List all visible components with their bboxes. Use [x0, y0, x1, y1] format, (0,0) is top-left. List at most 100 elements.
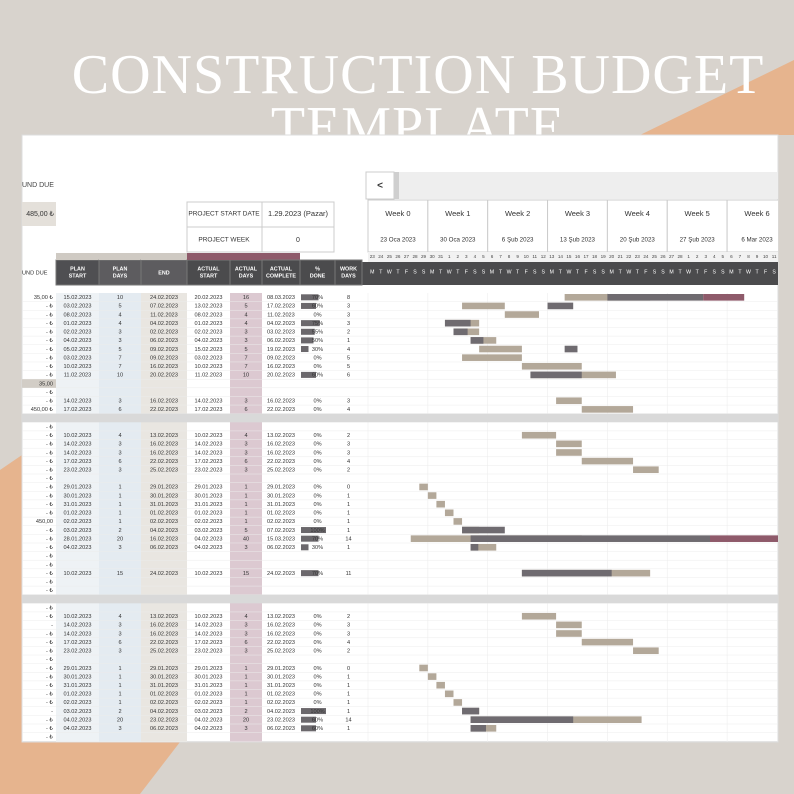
weekday: S	[601, 269, 605, 275]
column-bg	[56, 293, 99, 742]
cell-text: 04.02.2023	[195, 545, 223, 551]
plan-bar	[436, 500, 445, 508]
day-number: 3	[465, 254, 468, 259]
header-accent	[99, 253, 141, 260]
cell-text: 09.02.2023	[267, 355, 295, 361]
weekday: M	[430, 269, 434, 275]
day-number: 23	[635, 254, 641, 259]
week-date: 27 Şub 2023	[680, 237, 716, 244]
cell-text: 6	[118, 640, 121, 646]
weekday: W	[626, 269, 631, 275]
week-value[interactable]: 0	[296, 237, 300, 244]
plan-bar	[633, 466, 659, 474]
cell-text: 14.02.2023	[195, 623, 223, 629]
start-value[interactable]: 1.29.2023 (Pazar)	[268, 209, 329, 218]
pct-bar	[301, 371, 316, 378]
week-cell	[666, 199, 728, 253]
cell-text: 30.01.2023	[64, 674, 92, 680]
cell-text: 5	[118, 347, 121, 353]
cell-text: 01.02.2023	[150, 511, 178, 517]
cell-text: 0%	[313, 493, 321, 499]
cell-text: - ₺	[46, 311, 53, 318]
cell-text: 16.02.2023	[150, 399, 178, 405]
day-number: 23	[370, 254, 376, 259]
cell-text: 14.02.2023	[64, 442, 92, 448]
cell-text: 3	[347, 304, 350, 310]
header-cell	[98, 259, 142, 286]
cell-text: - ₺	[46, 656, 53, 663]
cell-text: 0%	[313, 614, 321, 620]
day-number: 22	[626, 254, 632, 259]
scrollbar[interactable]	[394, 172, 778, 199]
cell-text: - ₺	[46, 372, 53, 379]
cell-text: 01.02.2023	[195, 321, 223, 327]
cell-text: 31.01.2023	[195, 502, 223, 508]
day-number: 2	[696, 254, 699, 259]
day-number: 1	[448, 254, 451, 259]
header-line: WORK	[340, 267, 357, 273]
cell-text: 4	[244, 312, 247, 318]
cell-text: 03.02.2023	[64, 304, 92, 310]
header-cell	[229, 259, 263, 286]
cell-text: 0%	[313, 511, 321, 517]
pct-bar	[301, 527, 326, 534]
cell-text: - ₺	[46, 423, 53, 430]
cell-text: 04.02.2023	[195, 726, 223, 732]
nav-label[interactable]: <	[377, 181, 383, 192]
cell-text: 02.02.2023	[267, 700, 295, 706]
cell-text: 1	[347, 683, 350, 689]
cell-text: 10	[117, 295, 123, 301]
header-line: COMPLETE	[266, 274, 296, 280]
cell-text: 14.02.2023	[64, 399, 92, 405]
cell-text: 1	[118, 674, 121, 680]
weekday: M	[610, 269, 614, 275]
weekday: F	[405, 269, 408, 275]
overrun-bar	[703, 294, 745, 301]
day-number: 14	[558, 254, 564, 259]
cell-text: 60%	[312, 717, 323, 723]
cell-text: 25.02.2023	[267, 649, 295, 655]
cell-text: 4	[118, 614, 121, 620]
cell-text: 20.02.2023	[195, 295, 223, 301]
scroll-thumb[interactable]	[394, 172, 399, 199]
cell-text: 4	[118, 433, 121, 439]
day-number: 10	[763, 254, 769, 259]
fund-box	[22, 202, 56, 226]
cell-text: 16.02.2023	[267, 631, 295, 637]
cell-text: 04.02.2023	[195, 717, 223, 723]
cell-text: 16.02.2023	[150, 364, 178, 370]
cell-text: 5	[347, 355, 350, 361]
pct-bar	[301, 328, 315, 335]
plan-bar	[521, 612, 557, 620]
cell-text: - ₺	[46, 673, 53, 680]
cell-text: - ₺	[46, 691, 53, 698]
cell-text: 60%	[312, 726, 323, 732]
cell-text: 0%	[313, 666, 321, 672]
cell-text: 22.02.2023	[267, 640, 295, 646]
cell-text: 0%	[313, 649, 321, 655]
pct-bar	[301, 302, 316, 309]
day-number: 29	[421, 254, 427, 259]
cell-text: 08.03.2023	[267, 295, 295, 301]
day-number: 12	[541, 254, 547, 259]
cell-text: 11.02.2023	[64, 373, 92, 379]
cell-text: 0%	[313, 399, 321, 405]
weekday: S	[772, 269, 776, 275]
cell-text: 6	[118, 459, 121, 465]
week-cell	[547, 199, 608, 253]
day-number: 13	[549, 254, 555, 259]
weekday: S	[482, 269, 486, 275]
cell-text: - ₺	[46, 354, 53, 361]
cell-text: - ₺	[46, 441, 53, 448]
cell-text: - ₺	[46, 475, 53, 482]
weekday: T	[396, 269, 400, 275]
column-header: PLAN DAYS	[113, 267, 128, 280]
cell-text: 16	[243, 295, 249, 301]
weekday: S	[653, 269, 657, 275]
cell-text: 3	[244, 330, 247, 336]
cell-text: 450,00	[36, 519, 53, 525]
cell-text: 01.02.2023	[64, 692, 92, 698]
cell-text: 0%	[313, 433, 321, 439]
cell-text: 1	[118, 700, 121, 706]
cell-text: 1	[347, 726, 350, 732]
